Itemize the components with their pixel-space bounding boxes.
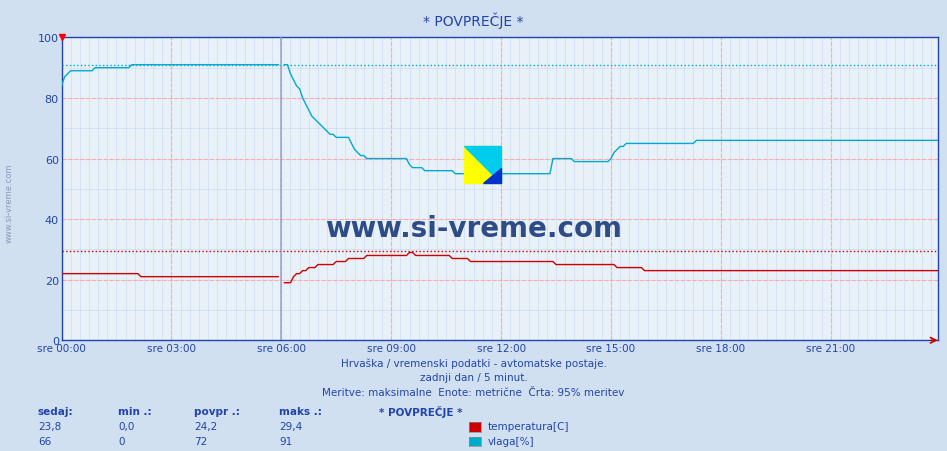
Text: 23,8: 23,8	[38, 421, 62, 431]
Text: 72: 72	[194, 436, 207, 446]
Text: www.si-vreme.com: www.si-vreme.com	[5, 163, 14, 243]
Text: 66: 66	[38, 436, 51, 446]
Text: maks .:: maks .:	[279, 406, 322, 416]
Text: 0: 0	[118, 436, 125, 446]
Text: Hrvaška / vremenski podatki - avtomatske postaje.: Hrvaška / vremenski podatki - avtomatske…	[341, 358, 606, 368]
Polygon shape	[483, 169, 501, 184]
Text: Meritve: maksimalne  Enote: metrične  Črta: 95% meritev: Meritve: maksimalne Enote: metrične Črta…	[322, 387, 625, 397]
Text: zadnji dan / 5 minut.: zadnji dan / 5 minut.	[420, 373, 527, 382]
Bar	[464, 147, 501, 184]
Text: 24,2: 24,2	[194, 421, 218, 431]
Text: povpr .:: povpr .:	[194, 406, 240, 416]
Text: www.si-vreme.com: www.si-vreme.com	[325, 215, 622, 243]
Text: * POVPREČJE *: * POVPREČJE *	[423, 12, 524, 28]
Text: sedaj:: sedaj:	[38, 406, 74, 416]
Text: 91: 91	[279, 436, 293, 446]
Polygon shape	[464, 147, 501, 184]
Text: temperatura[C]: temperatura[C]	[488, 421, 569, 431]
Text: * POVPREČJE *: * POVPREČJE *	[379, 405, 462, 417]
Text: 0,0: 0,0	[118, 421, 134, 431]
Text: 29,4: 29,4	[279, 421, 303, 431]
Text: min .:: min .:	[118, 406, 152, 416]
Text: vlaga[%]: vlaga[%]	[488, 436, 534, 446]
